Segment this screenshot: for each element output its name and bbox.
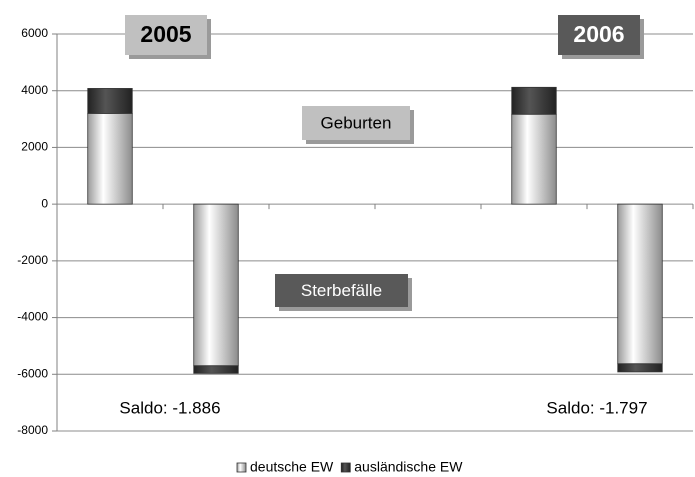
annotation: Sterbefälle [301,281,382,300]
annotation-box [558,15,640,55]
bar-segment [193,365,239,374]
bar-segment [87,88,133,114]
bar-segment [617,363,663,373]
bar-segment [193,203,239,367]
annotation-box [275,274,408,307]
bar-segment [511,86,557,115]
y-tick-label: 2000 [21,140,48,154]
annotation: Saldo: -1.886 [119,398,220,417]
legend-label: deutsche EW [250,459,334,475]
y-tick-label: -2000 [17,253,48,267]
y-tick-label: -4000 [17,310,48,324]
annotation-box [125,15,207,55]
annotation: 2006 [573,21,624,47]
annotation: Saldo: -1.797 [546,398,647,417]
y-tick-label: -6000 [17,366,48,380]
bar-segment [617,203,663,365]
legend-swatch [340,462,351,473]
annotation-box [302,106,410,140]
legend-swatch [236,462,247,473]
y-tick-label: 4000 [21,83,48,97]
annotation: Geburten [321,113,392,132]
y-tick-label: -8000 [17,423,48,437]
y-tick-label: 6000 [21,26,48,40]
bar-segment [87,113,133,205]
legend-label: ausländische EW [354,459,463,475]
bar-segment [511,113,557,205]
annotation: 2005 [140,21,191,47]
y-tick-label: 0 [41,196,48,210]
